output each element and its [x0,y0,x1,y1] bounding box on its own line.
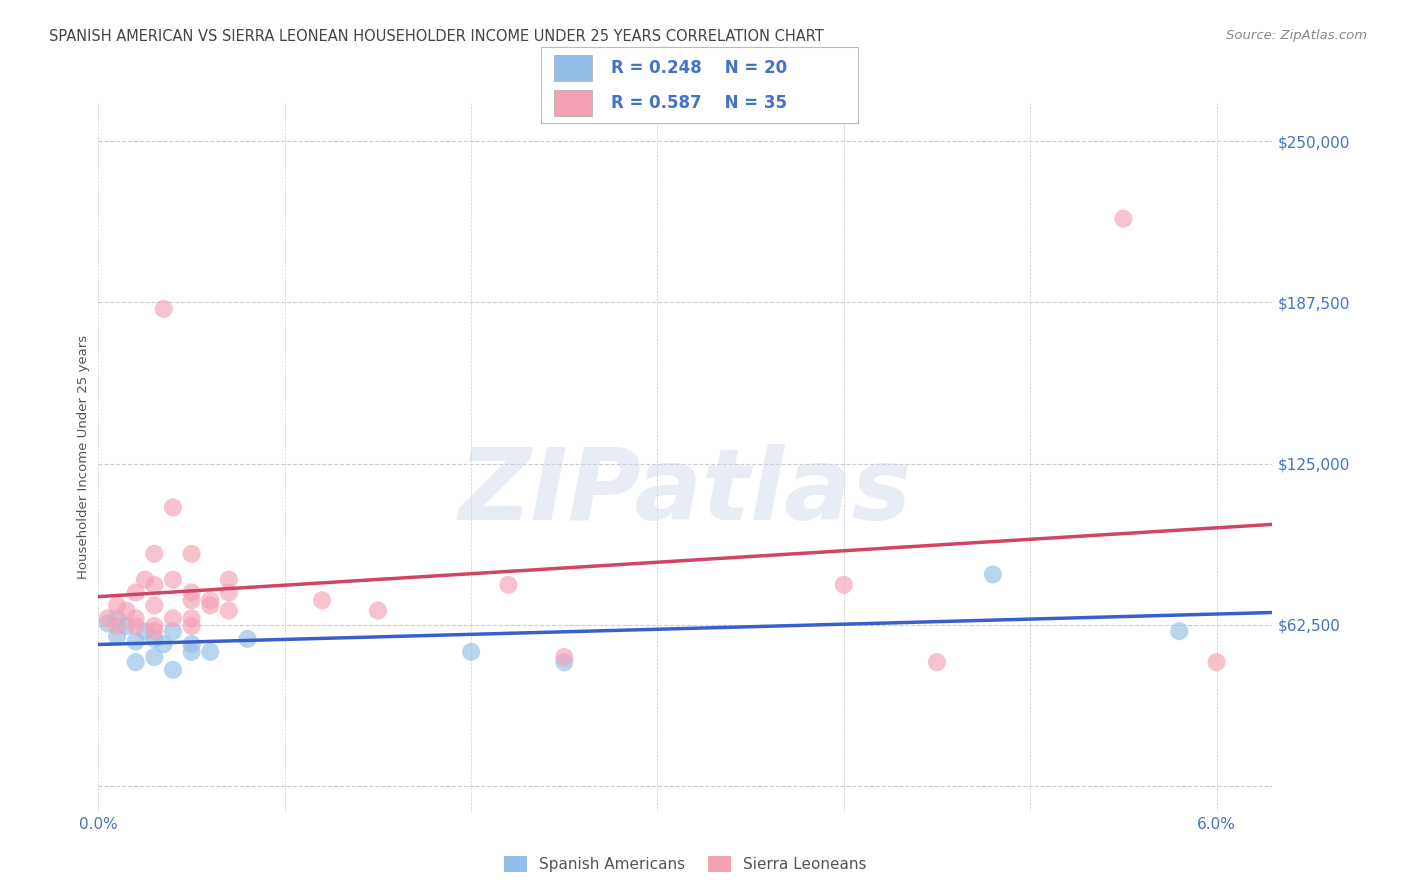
Point [125,585,148,599]
Point [162,500,184,515]
Point [97,616,120,631]
Point [143,547,166,561]
Point [143,599,166,613]
Point [981,567,1004,582]
Point [1112,211,1135,226]
Point [236,632,259,646]
Point [143,578,166,592]
Point [311,593,333,607]
Point [218,585,240,599]
Point [367,604,389,618]
Point [162,611,184,625]
Point [115,619,138,633]
Point [105,629,128,643]
Point [218,604,240,618]
Point [143,632,166,646]
FancyBboxPatch shape [554,90,592,116]
Point [162,624,184,639]
Point [125,611,148,625]
Point [152,301,174,316]
Legend: Spanish Americans, Sierra Leoneans: Spanish Americans, Sierra Leoneans [498,850,873,879]
Point [105,619,128,633]
Point [553,655,575,669]
Point [832,578,855,592]
Point [498,578,520,592]
Point [134,573,156,587]
Point [180,547,202,561]
Text: ZIPatlas: ZIPatlas [458,444,912,541]
Point [143,650,166,665]
Point [1205,655,1227,669]
Text: R = 0.587    N = 35: R = 0.587 N = 35 [612,94,787,112]
Point [105,611,128,625]
Point [200,599,222,613]
Point [152,637,174,651]
Point [200,645,222,659]
Point [105,599,128,613]
Point [115,604,138,618]
Point [97,611,120,625]
FancyBboxPatch shape [554,55,592,80]
Point [180,611,202,625]
Point [925,655,948,669]
Point [134,624,156,639]
Point [125,634,148,648]
Point [180,619,202,633]
Point [125,655,148,669]
Point [162,573,184,587]
Point [125,619,148,633]
Point [180,593,202,607]
Point [143,619,166,633]
Point [180,585,202,599]
Text: R = 0.248    N = 20: R = 0.248 N = 20 [612,59,787,77]
Point [553,650,575,665]
Point [162,663,184,677]
Point [180,645,202,659]
Point [143,624,166,639]
Text: Source: ZipAtlas.com: Source: ZipAtlas.com [1226,29,1367,42]
Point [200,593,222,607]
Text: SPANISH AMERICAN VS SIERRA LEONEAN HOUSEHOLDER INCOME UNDER 25 YEARS CORRELATION: SPANISH AMERICAN VS SIERRA LEONEAN HOUSE… [49,29,824,44]
Point [460,645,482,659]
Y-axis label: Householder Income Under 25 years: Householder Income Under 25 years [77,335,90,579]
Point [1168,624,1191,639]
Point [180,637,202,651]
Point [218,573,240,587]
